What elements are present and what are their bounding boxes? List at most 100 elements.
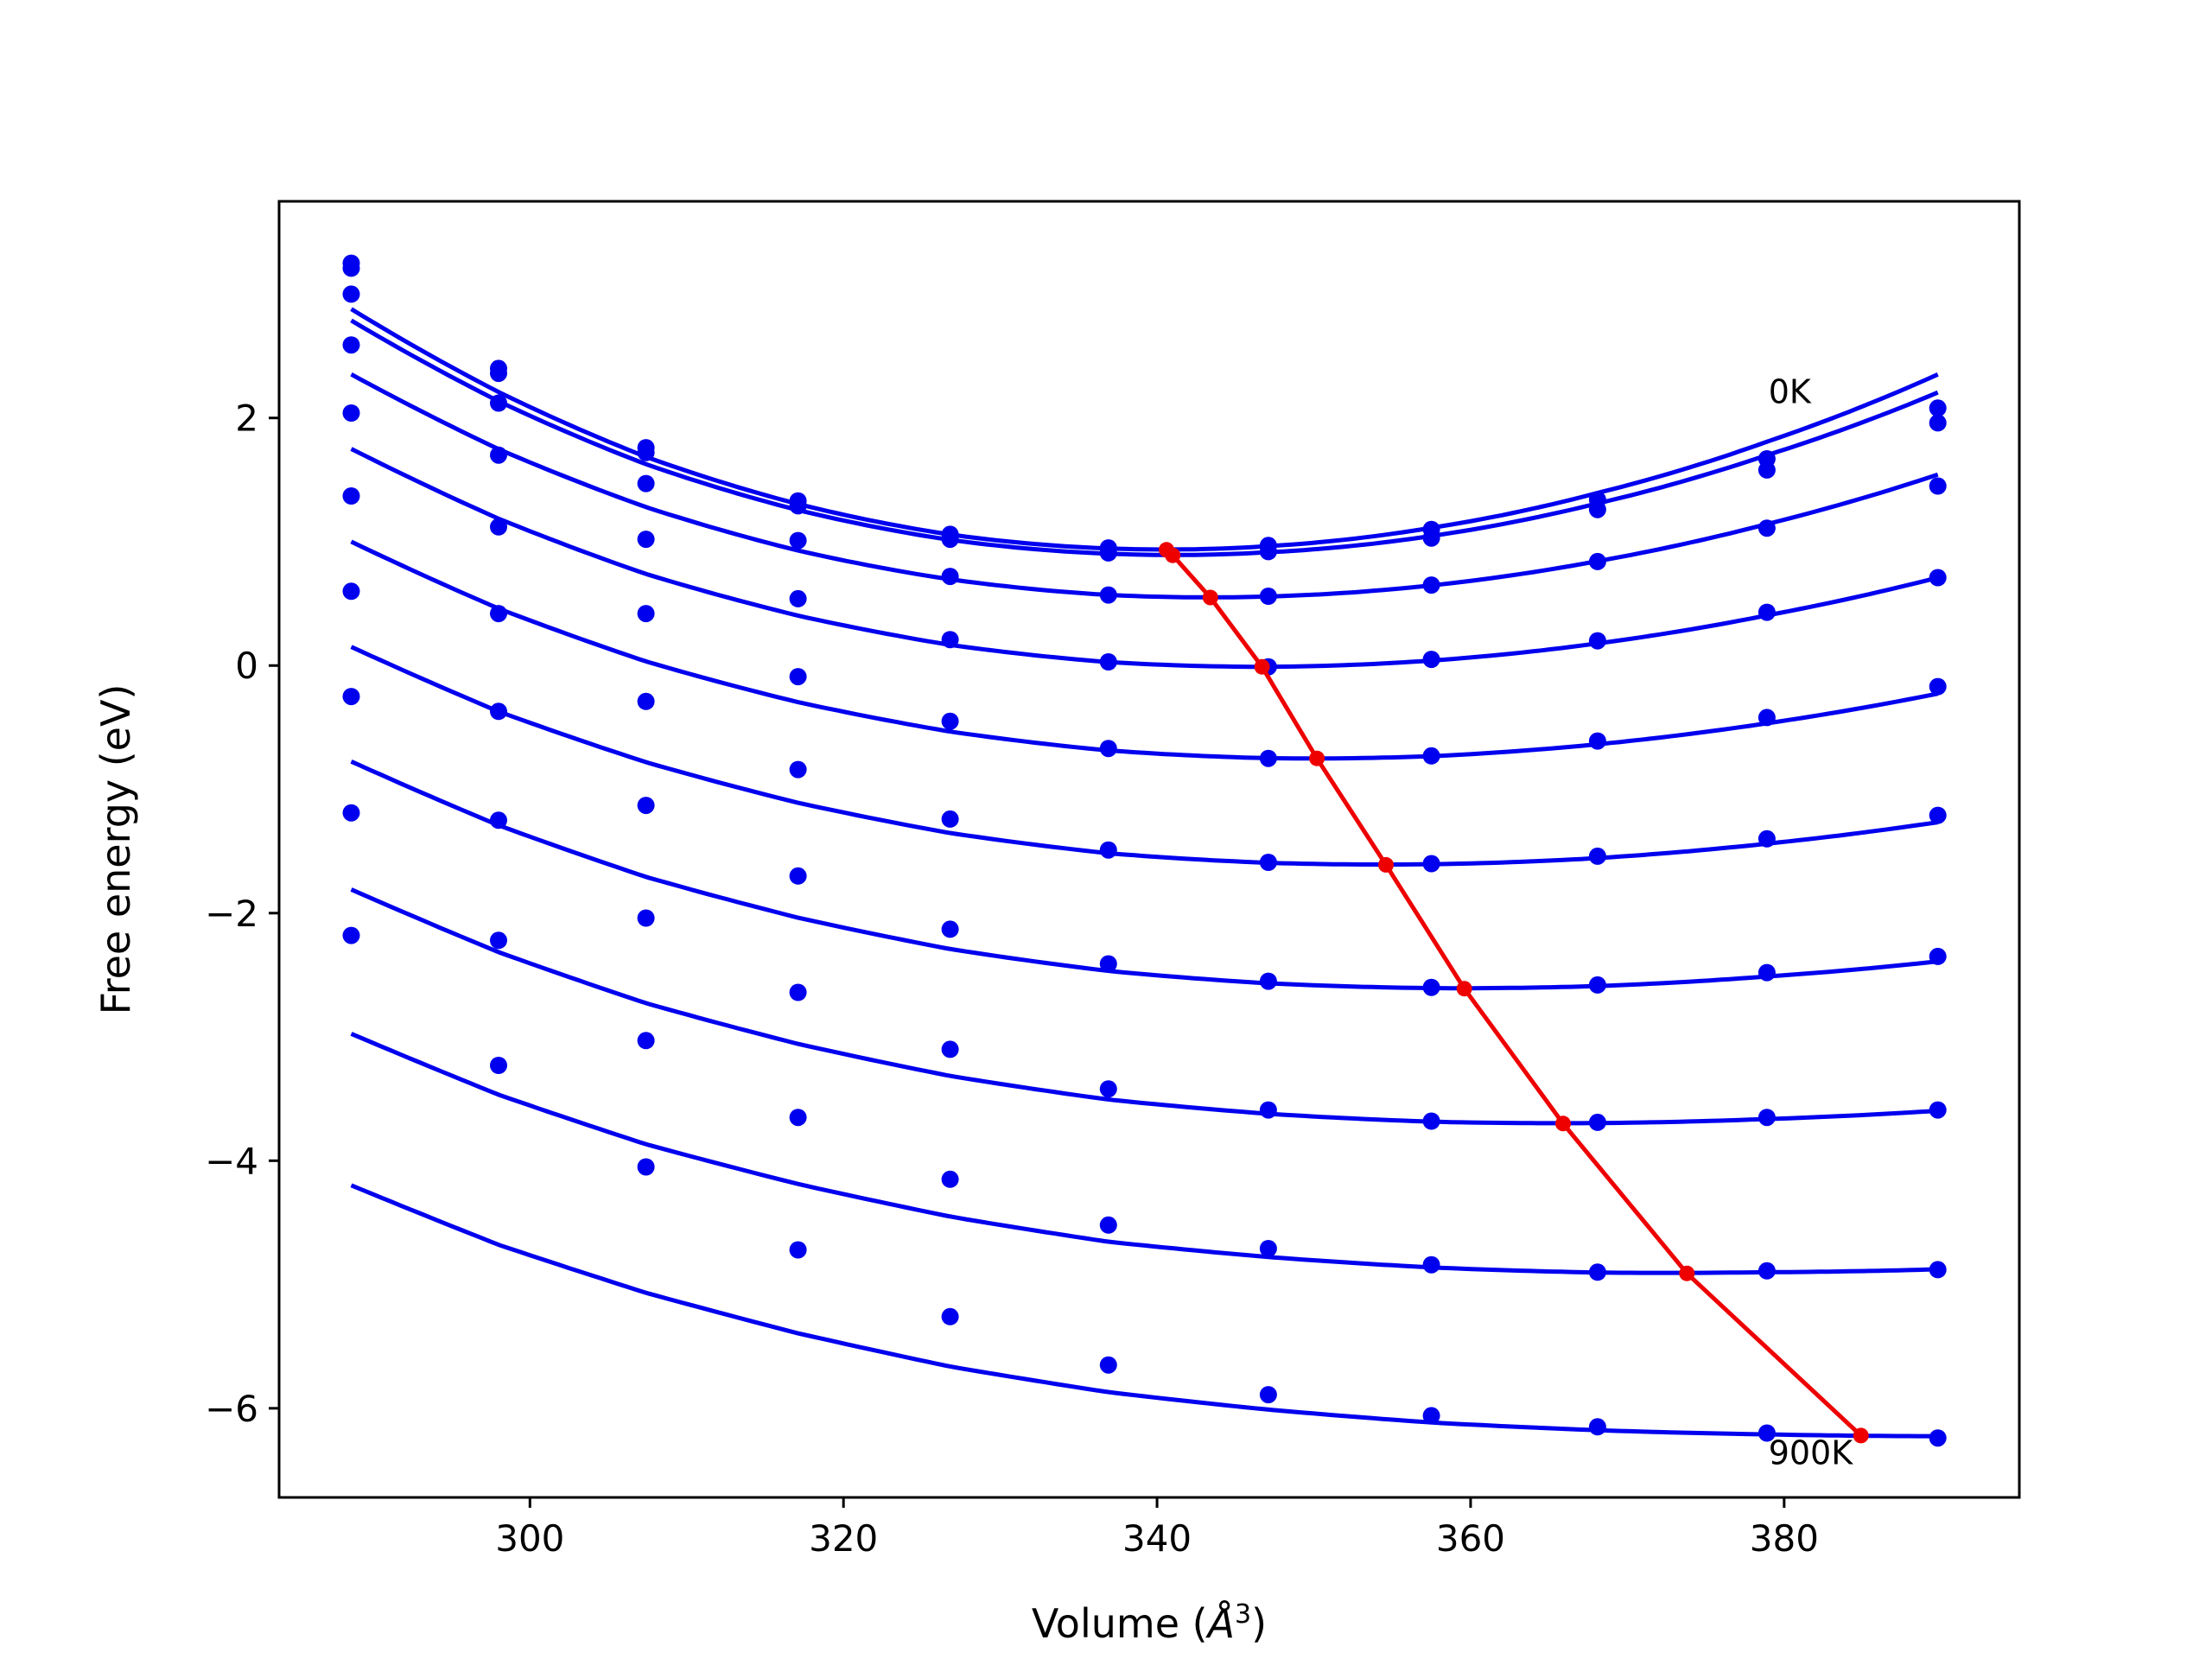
data-point-300K-4	[941, 631, 959, 649]
data-point-500K-7	[1422, 855, 1440, 873]
y-tick-label-2: −2	[205, 893, 258, 935]
y-axis-label: Free energy (eV)	[92, 684, 139, 1015]
y-tick-label-1: 0	[235, 645, 258, 687]
data-point-500K-1	[490, 605, 507, 623]
data-point-100K-4	[941, 531, 959, 549]
annotation-1: 900K	[1769, 1433, 1854, 1471]
x-tick-label-320: 320	[809, 1517, 878, 1560]
data-point-900K-6	[1259, 1386, 1277, 1404]
data-point-300K-1	[490, 446, 507, 464]
x-tick-label-360: 360	[1436, 1517, 1505, 1560]
data-point-300K-0	[342, 336, 360, 354]
equilibrium-point-3	[1254, 658, 1270, 675]
data-point-100K-2	[637, 443, 655, 461]
data-point-0K-10	[1929, 399, 1947, 417]
data-point-400K-4	[941, 712, 959, 730]
data-point-300K-5	[1099, 653, 1117, 671]
series-line-500K	[350, 645, 1939, 867]
data-point-900K-1	[490, 1057, 507, 1074]
data-point-800K-3	[789, 1109, 807, 1127]
data-point-600K-2	[637, 797, 655, 815]
data-point-900K-7	[1422, 1407, 1440, 1425]
data-point-900K-3	[789, 1241, 807, 1259]
data-point-800K-4	[941, 1170, 959, 1188]
series-line-100K	[350, 318, 1939, 557]
data-point-500K-8	[1588, 847, 1606, 865]
data-point-800K-8	[1588, 1263, 1606, 1281]
data-point-600K-8	[1588, 976, 1606, 994]
data-point-100K-9	[1758, 461, 1776, 479]
equilibrium-line	[1165, 548, 1863, 1438]
data-point-100K-8	[1588, 500, 1606, 518]
data-point-500K-0	[342, 487, 360, 505]
data-point-400K-1	[490, 518, 507, 536]
data-point-400K-9	[1758, 709, 1776, 727]
x-tick-label-340: 340	[1122, 1517, 1192, 1560]
data-point-300K-10	[1929, 569, 1947, 587]
data-point-700K-2	[637, 909, 655, 927]
series-equilibrium	[1159, 542, 1869, 1444]
series-200K	[342, 285, 1947, 605]
data-point-900K-0	[342, 926, 360, 944]
data-point-400K-10	[1929, 677, 1947, 696]
y-tick-label-4: −6	[205, 1388, 258, 1430]
equilibrium-point-1	[1165, 547, 1181, 563]
data-point-600K-5	[1099, 955, 1117, 973]
equilibrium-point-6	[1456, 981, 1472, 997]
data-point-800K-5	[1099, 1216, 1117, 1234]
data-point-400K-8	[1588, 732, 1606, 750]
equilibrium-point-8	[1679, 1265, 1695, 1281]
data-point-800K-2	[637, 1032, 655, 1050]
data-point-700K-8	[1588, 1113, 1606, 1131]
data-point-300K-2	[637, 531, 655, 549]
data-point-600K-4	[941, 920, 959, 938]
series-600K	[342, 582, 1947, 996]
data-point-800K-1	[490, 931, 507, 950]
series-500K	[342, 487, 1947, 873]
equilibrium-point-5	[1378, 856, 1394, 873]
data-point-600K-9	[1758, 963, 1776, 982]
data-point-700K-9	[1758, 1109, 1776, 1127]
data-point-700K-0	[342, 688, 360, 706]
data-point-600K-6	[1259, 972, 1277, 990]
data-point-500K-9	[1758, 830, 1776, 848]
series-line-0K	[350, 307, 1939, 552]
data-point-500K-10	[1929, 806, 1947, 824]
data-point-200K-9	[1758, 519, 1776, 537]
plot-frame	[277, 200, 2021, 1499]
series-line-400K	[350, 539, 1939, 761]
data-point-200K-6	[1259, 588, 1277, 605]
data-point-100K-7	[1422, 529, 1440, 547]
equilibrium-point-7	[1555, 1116, 1571, 1132]
series-line-900K	[350, 1183, 1938, 1439]
data-point-300K-9	[1758, 603, 1776, 621]
data-point-800K-0	[342, 804, 360, 822]
data-point-200K-4	[941, 568, 959, 586]
data-point-600K-3	[789, 867, 807, 885]
data-point-900K-5	[1099, 1356, 1117, 1374]
annotation-0: 0K	[1769, 373, 1812, 411]
data-point-500K-3	[789, 760, 807, 779]
data-point-100K-1	[490, 365, 507, 383]
data-point-800K-10	[1929, 1261, 1947, 1279]
data-point-900K-4	[941, 1307, 959, 1325]
series-line-200K	[350, 372, 1939, 600]
data-point-800K-9	[1758, 1262, 1776, 1280]
series-line-600K	[350, 760, 1938, 991]
series-700K	[342, 688, 1947, 1131]
data-point-400K-6	[1259, 749, 1277, 767]
y-tick-label-0: 2	[235, 397, 258, 440]
series-line-700K	[350, 887, 1938, 1126]
series-line-300K	[350, 447, 1939, 670]
x-tick-label-380: 380	[1750, 1517, 1819, 1560]
data-point-900K-10	[1929, 1429, 1947, 1447]
data-point-700K-1	[490, 811, 507, 830]
data-point-200K-10	[1929, 477, 1947, 495]
data-point-700K-6	[1259, 1101, 1277, 1119]
data-point-400K-2	[637, 605, 655, 623]
plot-layer	[342, 254, 1947, 1447]
data-point-200K-7	[1422, 576, 1440, 594]
y-tick-label-3: −4	[205, 1140, 258, 1182]
